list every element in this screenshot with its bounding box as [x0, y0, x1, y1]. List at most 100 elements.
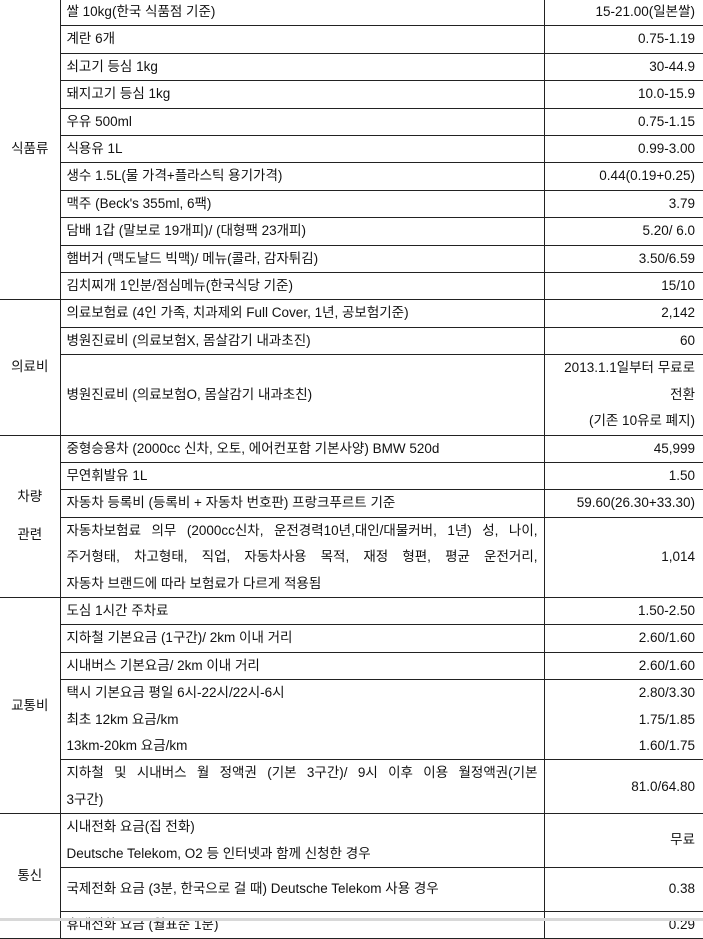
price-value: 1.75/1.85 — [638, 711, 695, 727]
category-label: 차량 — [17, 489, 43, 505]
item-cell: 시내전화 요금(집 전화) Deutsche Telekom, O2 등 인터넷과… — [59, 813, 545, 868]
table-row: 생수 1.5L(물 가격+플라스틱 용기가격) 0.44(0.19+0.25) — [0, 162, 703, 191]
table-row: 지하철 및 시내버스 월 정액권 (기본 3구간)/ 9시 이후 이용 월정액권… — [0, 759, 703, 815]
price-cell: 0.75-1.19 — [543, 25, 703, 54]
price-value: 10.0-15.9 — [637, 86, 695, 102]
price-value: 무료 — [670, 832, 695, 848]
item-text: 병원진료비 (의료보험X, 몸살감기 내과초진) — [66, 332, 311, 348]
item-cell: 계란 6개 — [59, 25, 545, 54]
item-text: 생수 1.5L(물 가격+플라스틱 용기가격) — [66, 168, 283, 184]
item-text: 지하철 기본요금 (1구간)/ 2km 이내 거리 — [66, 630, 293, 646]
price-cell: 10.0-15.9 — [543, 80, 703, 109]
price-cell: 0.44(0.19+0.25) — [543, 162, 703, 191]
price-value: 60 — [679, 332, 695, 348]
price-value: 3.50/6.59 — [638, 250, 695, 266]
price-value: 1,014 — [661, 549, 695, 565]
price-cell: 2.80/3.30 1.75/1.85 1.60/1.75 — [543, 679, 703, 761]
price-cell: 5.20/ 6.0 — [543, 217, 703, 246]
item-cell: 시내버스 기본요금/ 2km 이내 거리 — [59, 651, 545, 681]
item-text: 국제전화 요금 (3분, 한국으로 걸 때) Deutsche Telekom … — [66, 881, 439, 897]
price-value: 0.75-1.19 — [637, 31, 695, 47]
item-text: 우유 500ml — [66, 113, 132, 129]
item-cell: 돼지고기 등심 1kg — [59, 80, 545, 109]
category-cell: 교통비 — [0, 596, 61, 815]
item-text: 자동차 브랜드에 따라 보험료가 다르게 적용됨 — [66, 575, 322, 591]
item-text: 계란 6개 — [66, 31, 116, 47]
table-row: 맥주 (Beck's 355ml, 6팩) 3.79 — [0, 189, 703, 219]
table-row: 계란 6개 0.75-1.19 — [0, 25, 703, 54]
item-text: 담배 1갑 (말보로 19개피)/ (대형팩 23개피) — [66, 223, 307, 239]
item-text: 의료보험료 (4인 가족, 치과제외 Full Cover, 1년, 공보험기준… — [66, 305, 409, 321]
table-row: 차량 관련 중형승용차 (2000cc 신차, 오토, 에어컨포함 기본사양) BM… — [0, 434, 703, 598]
table-row: 식용유 1L 0.99-3.00 — [0, 135, 703, 164]
price-value: 2013.1.1일부터 무료로 — [564, 360, 695, 376]
item-cell: 병원진료비 (의료보험X, 몸살감기 내과초진) — [59, 326, 545, 356]
price-value: 0.29 — [668, 917, 695, 932]
item-cell: 식용유 1L — [59, 135, 545, 164]
item-text: 자동차보험료 의무 (2000cc신차, 운전경력10년,대인/대물커버, 1년… — [66, 522, 538, 538]
table-row: 병원진료비 (의료보험X, 몸살감기 내과초진) 60 — [0, 326, 703, 356]
item-text: 주거형태, 차고형태, 직업, 자동차사용 목적, 재정 형편, 평균 운전거리… — [66, 549, 538, 565]
category-label: 식품류 — [11, 141, 49, 157]
price-value: 45,999 — [653, 440, 695, 456]
price-cell: 0.29 — [543, 910, 703, 939]
price-value: 3.79 — [668, 195, 695, 211]
price-value: 전환 — [670, 386, 695, 402]
price-value: 15-21.00(일본쌀) — [595, 4, 695, 19]
table-row: 자동차보험료 의무 (2000cc신차, 운전경력10년,대인/대물커버, 1년… — [0, 516, 703, 598]
table-row: 택시 기본요금 평일 6시-22시/22시-6시 최초 12km 요금/km 13k… — [0, 679, 703, 761]
table-row: 의료비 의료보험료 (4인 가족, 치과제외 Full Cover, 1년, 공보… — [0, 299, 703, 436]
price-value: 30-44.9 — [649, 58, 695, 74]
item-cell: 지하철 기본요금 (1구간)/ 2km 이내 거리 — [59, 624, 545, 653]
item-text: 식용유 1L — [66, 141, 123, 157]
item-text: 병원진료비 (의료보험O, 몸살감기 내과초친) — [66, 386, 313, 402]
table-row: 지하철 기본요금 (1구간)/ 2km 이내 거리 2.60/1.60 — [0, 624, 703, 653]
table-row: 햄버거 (맥도날드 빅맥)/ 메뉴(콜라, 감자튀김) 3.50/6.59 — [0, 244, 703, 274]
price-value: 2.60/1.60 — [638, 630, 695, 646]
item-text: 김치찌개 1인분/점심메뉴(한국식당 기준) — [66, 278, 293, 294]
item-cell: 택시 기본요금 평일 6시-22시/22시-6시 최초 12km 요금/km 13k… — [59, 679, 545, 761]
price-cell: 0.99-3.00 — [543, 135, 703, 164]
item-cell: 쇠고기 등심 1kg — [59, 52, 545, 82]
item-cell: 우유 500ml — [59, 107, 545, 137]
table-row: 휴대전화 요금 (월표준 1분) 0.29 — [0, 910, 703, 939]
table-row: 국제전화 요금 (3분, 한국으로 걸 때) Deutsche Telekom … — [0, 867, 703, 912]
price-cell: 2,142 — [543, 299, 703, 328]
price-value: 2.60/1.60 — [638, 657, 695, 673]
price-value: 0.38 — [668, 881, 695, 897]
item-cell: 김치찌개 1인분/점심메뉴(한국식당 기준) — [59, 272, 545, 301]
table-row: 무연휘발유 1L 1.50 — [0, 461, 703, 491]
category-cell: 의료비 — [0, 299, 61, 436]
item-cell: 자동차보험료 의무 (2000cc신차, 운전경력10년,대인/대물커버, 1년… — [59, 516, 545, 598]
item-text: 햄버거 (맥도날드 빅맥)/ 메뉴(콜라, 감자튀김) — [66, 250, 319, 266]
price-cell: 2.60/1.60 — [543, 651, 703, 681]
table-row: 식품류 쌀 10kg(한국 식품점 기준) 15-21.00(일본쌀) — [0, 0, 703, 301]
price-value: 59.60(26.30+33.30) — [576, 495, 695, 511]
table-row: 교통비 도심 1시간 주차료 1.50-2.50 — [0, 596, 703, 815]
item-text: 지하철 및 시내버스 월 정액권 (기본 3구간)/ 9시 이후 이용 월정액권… — [66, 765, 538, 781]
item-cell: 의료보험료 (4인 가족, 치과제외 Full Cover, 1년, 공보험기준… — [59, 299, 545, 328]
table-row: 시내버스 기본요금/ 2km 이내 거리 2.60/1.60 — [0, 651, 703, 681]
item-cell: 쌀 10kg(한국 식품점 기준) — [59, 0, 545, 27]
price-cell: 30-44.9 — [543, 52, 703, 82]
table-row: 담배 1갑 (말보로 19개피)/ (대형팩 23개피) 5.20/ 6.0 — [0, 217, 703, 246]
price-cell: 45,999 — [543, 434, 703, 463]
price-cell: 3.79 — [543, 189, 703, 219]
item-text: 시내버스 기본요금/ 2km 이내 거리 — [66, 657, 260, 673]
category-cell: 차량 관련 — [0, 434, 61, 598]
price-value: (기존 10유로 폐지) — [588, 413, 695, 429]
item-cell: 무연휘발유 1L — [59, 461, 545, 491]
price-value: 1.50 — [668, 467, 695, 483]
item-text: Deutsche Telekom, O2 등 인터넷과 함께 신청한 경우 — [66, 845, 371, 861]
price-value: 0.75-1.15 — [637, 113, 695, 129]
price-cell: 59.60(26.30+33.30) — [543, 489, 703, 518]
item-cell: 병원진료비 (의료보험O, 몸살감기 내과초친) — [59, 354, 545, 436]
price-cell: 15-21.00(일본쌀) — [543, 0, 703, 27]
price-value: 0.99-3.00 — [637, 141, 695, 157]
price-cell: 2.60/1.60 — [543, 624, 703, 653]
item-text: 돼지고기 등심 1kg — [66, 86, 171, 102]
item-text: 무연휘발유 1L — [66, 467, 148, 483]
item-cell: 중형승용차 (2000cc 신차, 오토, 에어컨포함 기본사양) BMW 52… — [59, 434, 545, 463]
item-text: 도심 1시간 주차료 — [66, 602, 169, 618]
